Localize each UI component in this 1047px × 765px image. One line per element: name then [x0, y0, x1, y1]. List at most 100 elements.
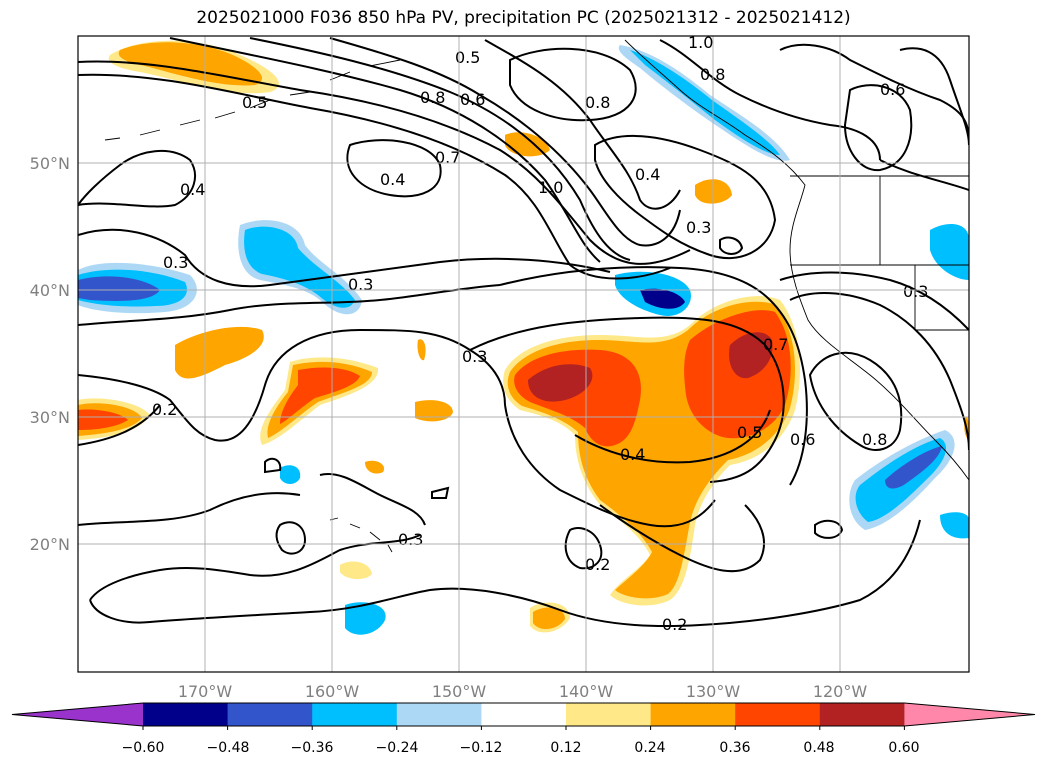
pv-contour — [78, 404, 161, 446]
precip-area — [533, 607, 565, 630]
colorbar-segment — [312, 703, 398, 726]
lon-tick: 160°W — [305, 682, 360, 701]
pv-contour — [843, 84, 913, 172]
pv-contour — [504, 404, 716, 528]
lat-tick: 40°N — [30, 281, 70, 300]
colorbar-tick: 0.24 — [634, 740, 665, 756]
pv-contour — [264, 457, 282, 474]
contour-label: 0.3 — [903, 282, 928, 301]
pv-contour — [78, 60, 691, 265]
pv-contour — [599, 504, 765, 573]
contour-label: 0.5 — [455, 48, 480, 67]
north-america-coastline — [624, 39, 969, 481]
precip-area — [78, 276, 160, 301]
contour-label: 0.7 — [435, 148, 460, 167]
lon-tick-labels: 170°W 160°W 150°W 140°W 130°W 120°W — [178, 682, 868, 701]
hawaiian-islands — [329, 517, 393, 553]
precip-area — [244, 226, 355, 308]
map-title: 2025021000 F036 850 hPa PV, precipitatio… — [196, 8, 851, 28]
precip-area — [505, 132, 550, 157]
lon-tick: 130°W — [686, 682, 741, 701]
contour-label: 0.6 — [880, 80, 905, 99]
colorbar-extend-max — [904, 703, 1035, 726]
pv-contour — [779, 43, 969, 141]
pv-contour — [249, 37, 631, 261]
precip-area — [528, 364, 593, 402]
colorbar-tick: −0.48 — [207, 740, 250, 756]
pv-contour — [346, 139, 442, 198]
contour-label: 0.6 — [790, 430, 815, 449]
pv-contour — [78, 228, 611, 288]
precip-area — [415, 400, 453, 422]
colorbar-tick: −0.24 — [376, 740, 419, 756]
contour-label: 0.5 — [737, 423, 762, 442]
contour-label: 0.8 — [585, 93, 610, 112]
pv-contour — [659, 39, 881, 161]
pv-contour — [319, 473, 426, 526]
contour-label: 0.3 — [398, 530, 423, 549]
precip-area — [118, 42, 263, 86]
contour-label: 0.3 — [686, 218, 711, 237]
pv-contour — [329, 37, 681, 247]
colorbar-segment — [396, 703, 482, 726]
pv-contour — [574, 409, 771, 464]
pv-contour — [814, 519, 844, 539]
pv-contour — [78, 328, 506, 442]
pv-contour — [169, 37, 601, 263]
pv-contour — [899, 47, 969, 146]
lat-tick-labels: 50°N 40°N 30°N 20°N — [30, 154, 70, 554]
precip-area — [640, 288, 685, 309]
colorbar-segment — [735, 703, 821, 726]
contour-label: 0.8 — [420, 88, 445, 107]
pv-contours — [78, 37, 969, 628]
pv-contour — [275, 521, 307, 555]
contour-label: 0.2 — [152, 400, 177, 419]
precip-area — [365, 460, 385, 474]
colorbar-tick-labels: −0.60 −0.48 −0.36 −0.24 −0.12 0.12 0.24 … — [122, 740, 920, 756]
pv-contour — [779, 271, 969, 331]
colorbar-segment — [650, 703, 736, 726]
colorbar-segment — [819, 703, 905, 726]
pv-contour — [499, 266, 808, 486]
pv-contour — [719, 236, 744, 255]
colorbar-tick: 0.36 — [719, 740, 750, 756]
pv-contour — [808, 351, 903, 451]
pv-contour — [89, 534, 421, 601]
precip-area — [345, 602, 386, 635]
pv-contour — [431, 486, 450, 499]
contour-label: 0.3 — [163, 253, 188, 272]
pv-contour — [78, 73, 671, 280]
contour-label: 0.7 — [763, 335, 788, 354]
pv-contour — [594, 135, 777, 260]
lon-tick: 150°W — [432, 682, 487, 701]
aleutian-islands — [104, 59, 401, 141]
colorbar-tick: −0.36 — [291, 740, 334, 756]
map-frame — [77, 35, 970, 673]
precip-area — [280, 465, 301, 484]
colorbar-tick: 0.60 — [888, 740, 919, 756]
contour-labels: 0.5 1.0 0.8 0.6 0.8 0.8 0.6 0.5 0.7 0.4 … — [152, 33, 928, 634]
contour-label: 0.3 — [348, 275, 373, 294]
pv-contour — [484, 39, 681, 210]
precip-area — [885, 446, 942, 489]
contour-label: 1.0 — [688, 33, 713, 52]
precip-area — [930, 224, 969, 280]
contour-label: 1.0 — [538, 178, 563, 197]
lat-tick: 20°N — [30, 535, 70, 554]
precip-shading — [78, 40, 969, 635]
contour-label: 0.8 — [862, 430, 887, 449]
contour-label: 0.5 — [242, 93, 267, 112]
precip-area — [630, 50, 780, 155]
precip-area — [340, 561, 372, 580]
colorbar-tick: −0.60 — [122, 740, 165, 756]
colorbar-segment — [227, 703, 313, 726]
colorbar — [11, 702, 1036, 730]
pv-contour — [564, 527, 603, 570]
precip-area — [280, 367, 360, 424]
lat-tick: 30°N — [30, 408, 70, 427]
gridlines — [78, 36, 969, 672]
coastlines — [104, 39, 969, 553]
contour-label: 0.4 — [180, 180, 205, 199]
contour-label: 0.6 — [460, 90, 485, 109]
colorbar-tick: −0.12 — [460, 740, 503, 756]
